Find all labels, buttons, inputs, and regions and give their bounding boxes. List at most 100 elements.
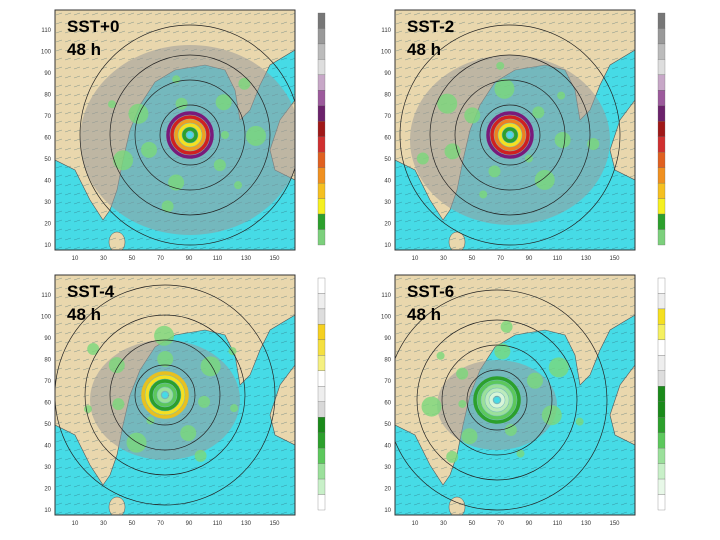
x-axis-label: 70 bbox=[497, 521, 504, 527]
rain-patch bbox=[107, 100, 116, 109]
cyclone-ring bbox=[490, 115, 530, 155]
colorbar-segment bbox=[317, 417, 326, 433]
isobar bbox=[466, 369, 528, 431]
y-axis-label: 110 bbox=[41, 293, 51, 299]
y-axis-label: 80 bbox=[44, 358, 51, 364]
map-panel: SST-6 48 h 110 100 90 80 70 60 50 40 30 20 10 10 30 50 7… bbox=[381, 274, 666, 527]
rain-patch bbox=[157, 351, 174, 368]
y-axis-label: 100 bbox=[381, 315, 392, 321]
rain-patch bbox=[234, 181, 243, 190]
colorbar-segment bbox=[317, 401, 326, 418]
y-axis-label: 100 bbox=[381, 50, 392, 56]
cyclone-ring bbox=[477, 380, 517, 420]
colorbar-segment bbox=[657, 136, 666, 153]
rain-patch bbox=[215, 94, 232, 111]
colorbar-segment bbox=[317, 324, 326, 341]
colorbar-segment bbox=[657, 355, 666, 371]
colorbar-segment bbox=[657, 308, 666, 325]
colorbar-segment bbox=[317, 74, 326, 91]
rain-patch bbox=[113, 150, 134, 171]
y-axis-label: 20 bbox=[384, 487, 391, 493]
cyclone-eye bbox=[187, 132, 193, 138]
y-axis-label: 40 bbox=[44, 444, 51, 450]
y-axis-label: 110 bbox=[41, 28, 51, 34]
colorbar-segment bbox=[657, 432, 666, 449]
y-axis-label: 20 bbox=[384, 222, 391, 228]
y-axis-label: 80 bbox=[384, 358, 391, 364]
colorbar-segment bbox=[657, 463, 666, 480]
x-axis-label: 10 bbox=[72, 521, 79, 527]
colorbar-segment bbox=[657, 324, 666, 341]
rain-patch bbox=[496, 61, 505, 70]
y-axis-label: 70 bbox=[384, 379, 391, 385]
y-axis-label: 70 bbox=[384, 114, 391, 120]
colorbar-segment bbox=[657, 182, 666, 199]
cyclone-ring bbox=[182, 127, 198, 143]
rain-patch bbox=[83, 405, 92, 414]
x-axis-label: 110 bbox=[553, 521, 563, 527]
isobar bbox=[429, 54, 591, 216]
colorbar-segment bbox=[317, 182, 326, 199]
colorbar-segment bbox=[657, 43, 666, 60]
cyclone-ring bbox=[153, 383, 177, 407]
colorbar-segment bbox=[657, 229, 666, 246]
colorbar-segment bbox=[317, 167, 326, 184]
colorbar-segment bbox=[317, 308, 326, 325]
colorbar-segment bbox=[317, 43, 326, 60]
rain-patch bbox=[87, 342, 100, 355]
cyclone-ring bbox=[170, 115, 210, 155]
colorbar-segment bbox=[317, 370, 326, 387]
x-axis-label: 130 bbox=[241, 521, 252, 527]
colorbar-segment bbox=[317, 277, 326, 294]
x-axis-label: 10 bbox=[72, 256, 79, 262]
isobar bbox=[479, 104, 541, 166]
colorbar-segment bbox=[317, 90, 326, 106]
isobar bbox=[395, 289, 608, 511]
rain-patch bbox=[479, 190, 488, 199]
colorbar-segment bbox=[657, 12, 666, 29]
cyclone-ring bbox=[166, 111, 214, 159]
isobar bbox=[441, 344, 553, 456]
panel-time: 48 h bbox=[67, 40, 101, 59]
colorbar-segment bbox=[657, 401, 666, 418]
map bbox=[395, 10, 635, 250]
rain-patch bbox=[168, 174, 185, 191]
y-axis-label: 60 bbox=[44, 401, 51, 407]
cyclone-ring bbox=[494, 119, 526, 151]
colorbar-segment bbox=[657, 417, 666, 433]
cyclone-ring bbox=[481, 384, 513, 416]
colorbar-segment bbox=[317, 339, 326, 356]
y-axis-label: 40 bbox=[384, 179, 391, 185]
rain-patch bbox=[541, 405, 562, 426]
rain-patch bbox=[245, 125, 266, 146]
colorbar-segment bbox=[657, 339, 666, 356]
colorbar-segment bbox=[657, 198, 666, 215]
rain-patch bbox=[416, 152, 429, 165]
colorbar-segment bbox=[317, 198, 326, 215]
panel-time: 48 h bbox=[407, 305, 441, 324]
y-axis-label: 20 bbox=[44, 487, 51, 493]
y-axis-label: 10 bbox=[384, 508, 391, 514]
y-axis-label: 30 bbox=[44, 465, 51, 471]
rain-patch bbox=[557, 91, 566, 100]
rain-patch bbox=[421, 396, 442, 417]
rain-patch bbox=[213, 159, 226, 172]
rain-patch bbox=[175, 97, 188, 110]
colorbar-segment bbox=[657, 167, 666, 184]
map-frame bbox=[394, 9, 636, 251]
colorbar-segment bbox=[317, 105, 326, 122]
cyclone-ring bbox=[486, 111, 534, 159]
y-axis-label: 60 bbox=[384, 401, 391, 407]
x-axis-label: 50 bbox=[129, 521, 136, 527]
rain-patch bbox=[180, 425, 197, 442]
panel-label: SST+0 bbox=[67, 17, 119, 36]
y-axis-label: 50 bbox=[44, 422, 51, 428]
colorbar-segment bbox=[317, 386, 326, 402]
isobar bbox=[399, 24, 621, 246]
panel-label: SST-2 bbox=[407, 17, 454, 36]
y-axis-label: 30 bbox=[44, 200, 51, 206]
y-axis-label: 80 bbox=[44, 93, 51, 99]
rain-patch bbox=[456, 367, 469, 380]
map bbox=[55, 275, 295, 515]
y-axis-label: 20 bbox=[44, 222, 51, 228]
